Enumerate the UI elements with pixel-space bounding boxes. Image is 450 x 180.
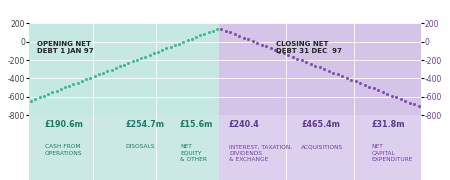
Text: . . . CASH OUTFLOWS: . . . CASH OUTFLOWS: [258, 8, 382, 18]
Text: ACQUISITIONS: ACQUISITIONS: [302, 144, 344, 149]
Text: £240.4: £240.4: [229, 120, 260, 129]
Text: DISOSALS: DISOSALS: [125, 144, 155, 149]
Text: £465.4m: £465.4m: [302, 120, 340, 129]
Text: NET
EQUITY
& OTHER: NET EQUITY & OTHER: [180, 144, 207, 162]
Bar: [29, 115, 219, 180]
Text: CASH FROM
OPERATIONS: CASH FROM OPERATIONS: [45, 144, 82, 156]
Text: £190.6m: £190.6m: [45, 120, 84, 129]
Text: OPENING NET
DEBT 1 JAN 97: OPENING NET DEBT 1 JAN 97: [37, 41, 94, 54]
Text: £15.6m: £15.6m: [180, 120, 213, 129]
Text: £31.8m: £31.8m: [372, 120, 405, 129]
Bar: [219, 23, 421, 115]
Text: £254.7m: £254.7m: [125, 120, 164, 129]
Bar: [219, 115, 421, 180]
Bar: [29, 23, 219, 115]
Text: INTEREST, TAXATION,
DIVIDENDS
& EXCHANGE: INTEREST, TAXATION, DIVIDENDS & EXCHANGE: [229, 144, 292, 162]
Text: CASH INFLOWS . . .: CASH INFLOWS . . .: [68, 8, 180, 18]
Text: CLOSING NET
DEBT 31 DEC  97: CLOSING NET DEBT 31 DEC 97: [276, 41, 342, 54]
Text: NET
CAPITAL
EXPENDITURE: NET CAPITAL EXPENDITURE: [372, 144, 413, 162]
